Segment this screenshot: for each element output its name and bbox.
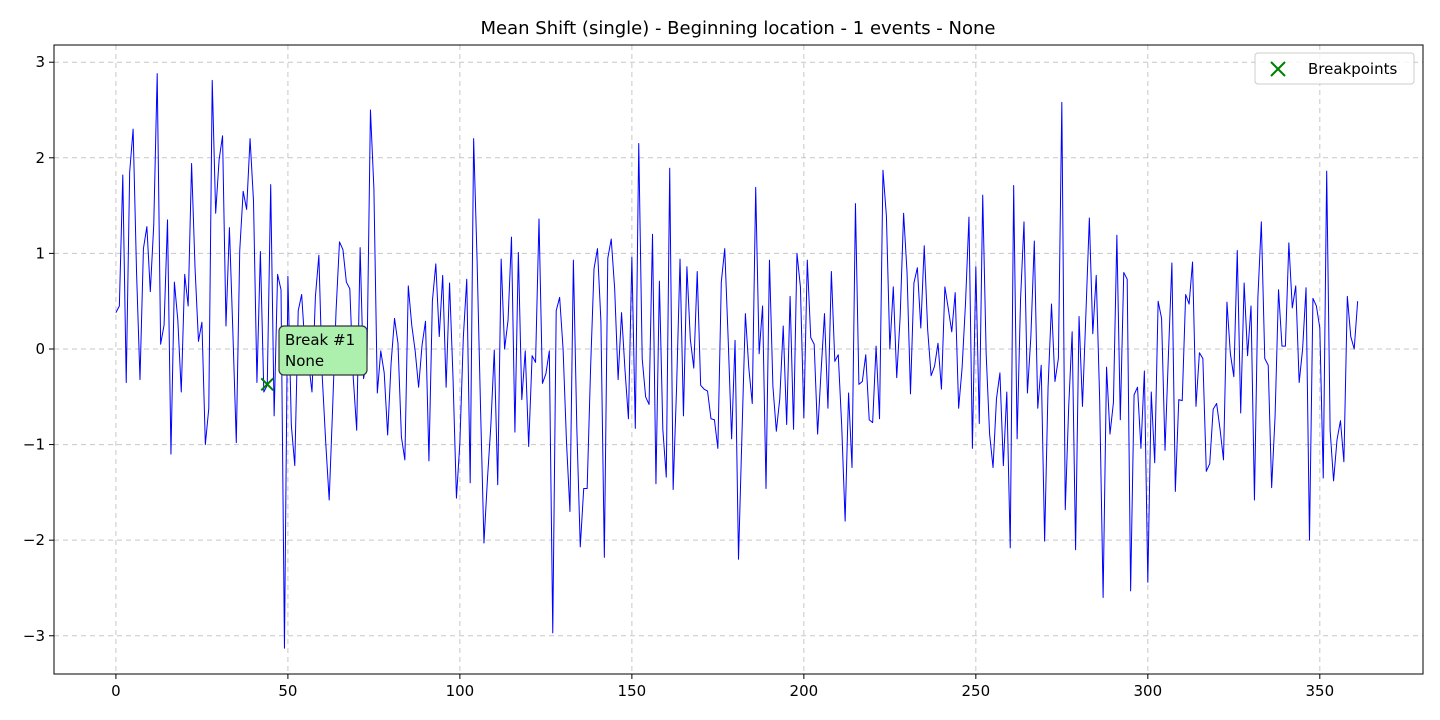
series-line (115, 73, 1359, 649)
annotation-box (278, 325, 368, 376)
x-tick-label: 250 (962, 682, 991, 700)
break-annotation: Break #1 None (278, 325, 368, 376)
y-tick-label: −3 (23, 627, 45, 645)
axis-ticks: 0 50 100 150 200 250 300 350 −3 −2 −1 0 1 2 3 (23, 53, 1334, 700)
series-layer (115, 73, 1359, 649)
annotation-line-2: None (285, 352, 324, 370)
legend-marker-glyph (1270, 61, 1286, 77)
chart-title: Mean Shift (single) - Beginning location… (481, 18, 996, 39)
legend-box (1254, 52, 1415, 85)
marker-stroke (260, 377, 274, 392)
x-tick-label: 350 (1305, 682, 1334, 700)
annotation-line-1: Break #1 (285, 331, 355, 349)
x-tick-label: 0 (111, 682, 121, 700)
legend-label: Breakpoints (1308, 60, 1397, 78)
y-tick-label: −2 (23, 531, 45, 549)
breakpoint-markers (260, 377, 274, 392)
x-tick-label: 100 (446, 682, 475, 700)
plot-frame (53, 44, 1424, 675)
x-tick-label: 50 (278, 682, 297, 700)
legend: Breakpoints (1254, 52, 1415, 85)
x-tick-label: 200 (790, 682, 819, 700)
y-tick-label: 0 (35, 340, 45, 358)
marker-stroke (1270, 61, 1286, 77)
breakpoint-marker (260, 377, 274, 392)
grid (54, 45, 1423, 674)
y-tick-label: 2 (35, 149, 45, 167)
y-tick-label: 3 (35, 53, 45, 71)
y-tick-label: −1 (23, 436, 45, 454)
x-tick-label: 300 (1134, 682, 1163, 700)
x-tick-label: 150 (618, 682, 647, 700)
legend-breakpoint-marker (1270, 61, 1286, 77)
y-tick-label: 1 (35, 244, 45, 262)
